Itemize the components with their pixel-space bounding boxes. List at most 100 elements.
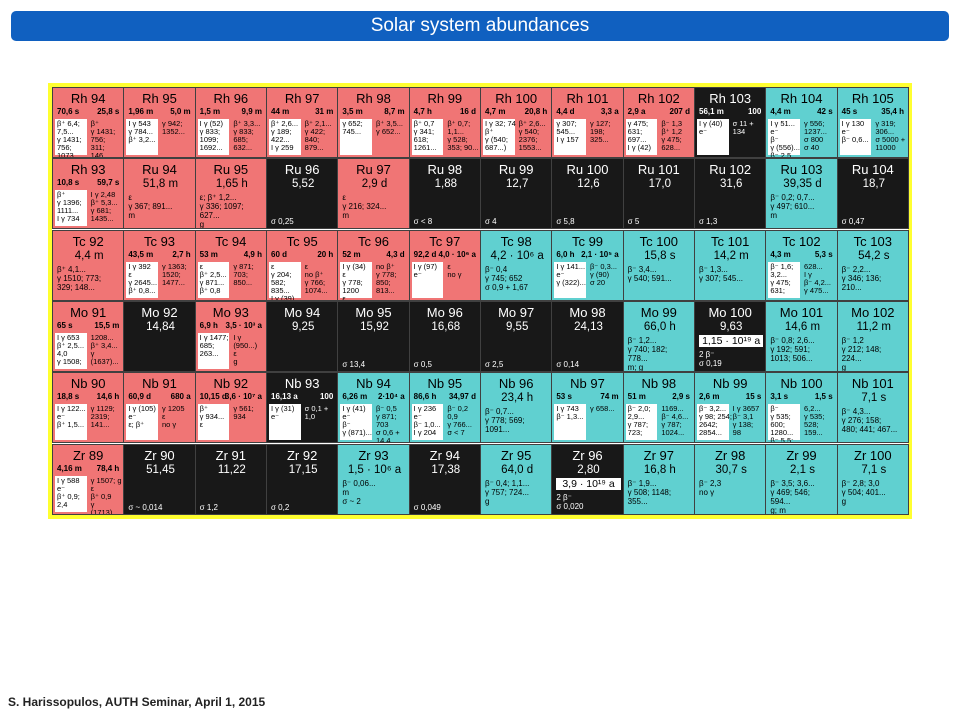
decay-data-line: 582;: [271, 277, 286, 287]
decay-data-line: β⁺: [57, 190, 66, 200]
decay-data-line: β⁺ 3,4...: [90, 340, 118, 350]
nuclide-cell: Ru 104 18,7 σ 0,47: [836, 158, 909, 230]
decay-data-right: β⁺ 2,1... γ 422; 840; 879...: [305, 120, 332, 152]
decay-data-line: m: [128, 211, 135, 221]
decay-data-line: σ 0,020: [556, 501, 584, 511]
isotope-label: Zr 91: [215, 447, 246, 463]
decay-data-line: I γ (52): [199, 119, 223, 128]
isomer-box: [768, 261, 800, 298]
half-life-a: 4,7 m: [485, 107, 506, 116]
decay-data-line: 1553...: [518, 143, 542, 152]
isotope-label: Tc 100: [639, 233, 678, 249]
isomer-box: [126, 119, 158, 155]
isomer-box: [768, 119, 800, 155]
decay-data-line: I γ (105): [128, 404, 156, 414]
half-life-b: 14,6 h: [96, 392, 120, 402]
cell-value: 15,8 s: [644, 249, 676, 262]
decay-data-line: 1169...: [661, 404, 684, 414]
decay-data-line: σ 20: [589, 277, 606, 287]
nuclide-cell: Ru 98 1,88 σ < 8: [408, 158, 481, 230]
decay-data-line: γ 192; 591;: [770, 344, 810, 354]
decay-data-line: σ 5000 + 11000: [875, 135, 906, 152]
decay-data: σ 0,049: [414, 503, 478, 512]
decay-data-line: σ 1,2: [199, 502, 218, 512]
cell-value: 23,4 h: [501, 392, 534, 405]
nuclide-cell: Nb 91 60,9 d 680 a I γ (105) e⁻ ε; β⁺ γ 1205 ε n…: [123, 372, 196, 444]
nuclide-chart-frame: Rh 94 70,6 s 25,8 s β⁺ 6,4; 7,5... γ 1431; 756…: [48, 83, 912, 519]
decay-data-line: 631;: [770, 285, 785, 295]
decay-data-line: σ 0,9 + 1,67: [485, 282, 528, 292]
isotope-label: Tc 97: [429, 233, 461, 249]
cell-value: 16,8 h: [643, 463, 676, 476]
decay-data-line: e⁻: [556, 269, 565, 279]
isotope-label: Zr 95: [500, 447, 532, 463]
decay-data-line: β⁻ 2,0;: [627, 404, 651, 414]
decay-data-line: γ 1205: [161, 404, 185, 414]
isotope-label: Zr 93: [358, 447, 389, 463]
nuclide-cell: Nb 95 86,6 h 34,97 d I γ 236 e⁻ β⁻ 1,0... I γ …: [408, 372, 481, 444]
decay-data-line: β⁺ 4,1...: [57, 264, 86, 274]
isotope-label: Rh 95: [142, 91, 177, 106]
decay-data-line: β⁻ 4,6...: [661, 412, 689, 422]
half-life-a: 53 m: [199, 249, 218, 259]
decay-data-line: γ 833;: [199, 127, 221, 136]
decay-data-line: β⁺ 1,5...: [57, 420, 85, 430]
decay-data-right: β⁺ 0,7; 1,1... γ 528; 353; 90...: [447, 120, 478, 152]
cell-value: 17,38: [431, 463, 461, 476]
decay-data-line: γ 138;: [732, 420, 754, 430]
decay-data-line: ε: [447, 261, 451, 271]
half-life-a: 56,1 m: [699, 107, 724, 116]
decay-data-right: β⁻ 1,3 β⁺ 1,2 γ 475; 628...: [661, 120, 682, 152]
cell-value: 5,52: [291, 178, 315, 191]
isomer-box: [483, 119, 515, 155]
decay-data: β⁻ 1,2... γ 740; 182; 778... m; g: [628, 336, 692, 371]
decay-data-line: γ 1507; g: [90, 475, 122, 485]
decay-data-line: σ ~ 0,014: [128, 502, 163, 512]
decay-data-line: β⁻ 1,9...: [627, 478, 657, 488]
half-life-a: 1,5 m: [199, 107, 221, 116]
half-life-b: 15 s: [745, 392, 762, 402]
isotope-label: Nb 96: [498, 376, 534, 392]
isotope-label: Nb 91: [142, 376, 177, 392]
decay-data-left: β⁺ 6,4; 7,5... γ 1431; 756; 1073...: [57, 120, 82, 158]
isomer-box: [411, 261, 444, 298]
decay-data-line: γ 833;: [233, 127, 254, 136]
decay-data-line: γ 1431;: [57, 135, 82, 144]
isotope-label: Zr 90: [144, 447, 175, 463]
nuclide-cell: Mo 98 24,13 σ 0,14: [551, 300, 624, 372]
isomer-box: [197, 404, 230, 441]
half-life-a: 6,0 h: [556, 249, 575, 259]
decay-data: σ 5,8: [556, 217, 620, 226]
isotope-label: Nb 99: [712, 376, 748, 392]
decay-data-line: 1352...: [161, 127, 185, 136]
decay-data-left: γ 307; 545... I γ 157: [556, 120, 579, 144]
decay-data-line: 850...: [233, 277, 253, 287]
half-life-b: 15,5 m: [94, 320, 120, 330]
half-life-b: 4,9 h: [243, 249, 262, 259]
nuclide-cell: Ru 95 1,65 h ε; β⁺ 1,2... γ 336; 1097; 627..…: [194, 158, 267, 230]
decay-data-line: e⁻: [841, 127, 850, 136]
cell-value: 16,68: [431, 320, 461, 333]
decay-data-line: 703: [375, 420, 389, 430]
decay-data-line: β⁺ 0,7;: [447, 119, 471, 128]
decay-data: 2 β⁻ σ 0,020: [556, 493, 620, 511]
decay-data-line: 685;: [199, 340, 215, 350]
half-life-a: 18,8 s: [57, 392, 80, 402]
decay-data-line: γ 1508;: [57, 356, 82, 366]
isotope-label: Tc 99: [571, 233, 604, 249]
decay-data-right: I γ 2,48 β⁺ 5,3... γ 681; 1435...: [91, 191, 118, 223]
decay-data-line: γ 319;: [875, 119, 896, 128]
decay-data-line: β⁻ 0,2: [447, 404, 469, 414]
nuclide-cell: Nb 100 3,1 s 1,5 s β⁻ γ 535; 600; 1280... β⁻ 5,…: [765, 372, 838, 444]
decay-data-line: β⁺ 5,3...: [90, 198, 118, 208]
decay-data-line: β⁻ 2,2...: [841, 264, 871, 274]
half-life-a: 70,6 s: [57, 107, 80, 116]
half-life-a: 2,6 m: [699, 392, 720, 402]
decay-data-line: 306...: [875, 127, 895, 136]
decay-data-line: 422...: [271, 135, 290, 144]
decay-data-right: 1208... β⁺ 3,4... γ (1637)...: [90, 333, 124, 366]
decay-data-line: β⁻ 3,1: [732, 412, 754, 422]
decay-data-line: ε: [90, 483, 94, 493]
